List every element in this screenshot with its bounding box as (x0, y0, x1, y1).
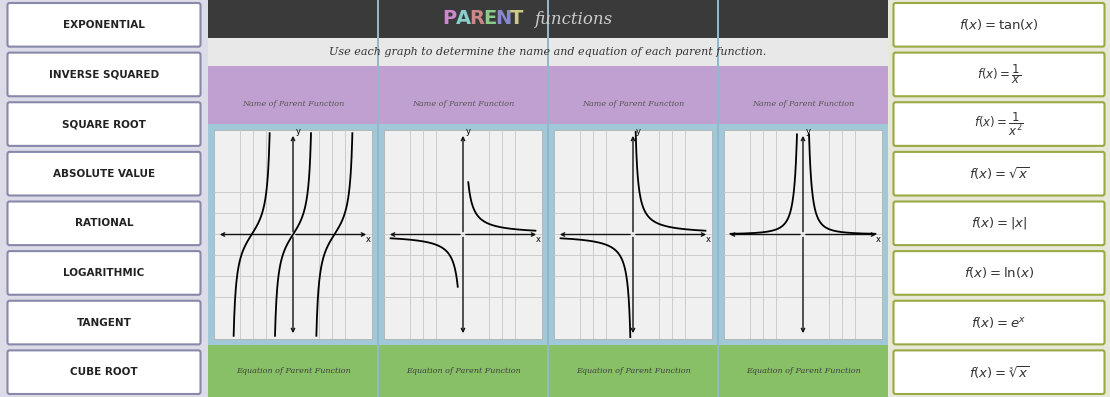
Bar (214, 150, 372, 151)
Text: LOGARITHMIC: LOGARITHMIC (63, 268, 144, 278)
Text: P: P (443, 10, 456, 29)
Text: Name of Parent Function: Name of Parent Function (412, 100, 514, 108)
Text: $f(x) = \sqrt[3]{x}$: $f(x) = \sqrt[3]{x}$ (969, 364, 1029, 381)
Text: y: y (296, 127, 301, 136)
Text: CUBE ROOT: CUBE ROOT (70, 367, 138, 377)
Bar (0, 0, 208, 397)
Text: x: x (706, 235, 710, 243)
Bar (377, 0, 379, 397)
Bar (724, 276, 882, 277)
Text: x: x (876, 235, 880, 243)
Bar (717, 0, 719, 397)
Text: N: N (495, 10, 512, 29)
Text: T: T (511, 10, 524, 29)
Text: INVERSE SQUARED: INVERSE SQUARED (49, 69, 159, 79)
Bar (554, 234, 712, 235)
Bar (214, 130, 372, 339)
FancyBboxPatch shape (8, 3, 201, 46)
Bar (724, 255, 882, 256)
Bar (384, 213, 542, 214)
Bar (384, 255, 542, 256)
FancyBboxPatch shape (894, 301, 1104, 344)
Bar (554, 276, 712, 277)
Text: Use each graph to determine the name and equation of each parent function.: Use each graph to determine the name and… (330, 47, 767, 57)
Bar (208, 345, 888, 397)
FancyBboxPatch shape (894, 202, 1104, 245)
Text: Equation of Parent Function: Equation of Parent Function (235, 367, 351, 375)
Bar (554, 130, 712, 339)
Text: RATIONAL: RATIONAL (74, 218, 133, 228)
FancyBboxPatch shape (894, 351, 1104, 394)
FancyBboxPatch shape (894, 3, 1104, 46)
Text: x: x (535, 235, 541, 243)
Text: ABSOLUTE VALUE: ABSOLUTE VALUE (53, 169, 155, 179)
Text: Name of Parent Function: Name of Parent Function (582, 100, 684, 108)
Bar (384, 130, 542, 339)
Text: SQUARE ROOT: SQUARE ROOT (62, 119, 145, 129)
Text: Equation of Parent Function: Equation of Parent Function (576, 367, 690, 375)
Bar (214, 255, 372, 256)
Bar (214, 276, 372, 277)
Bar (208, 66, 888, 124)
FancyBboxPatch shape (894, 53, 1104, 96)
FancyBboxPatch shape (8, 152, 201, 195)
FancyBboxPatch shape (894, 102, 1104, 146)
FancyBboxPatch shape (894, 152, 1104, 195)
FancyBboxPatch shape (8, 251, 201, 295)
Bar (384, 150, 542, 151)
Text: $f(x) = \sqrt{x}$: $f(x) = \sqrt{x}$ (969, 165, 1029, 182)
FancyBboxPatch shape (8, 102, 201, 146)
FancyBboxPatch shape (8, 301, 201, 344)
Bar (208, 0, 888, 38)
Text: $f(x) = |x|$: $f(x) = |x|$ (971, 215, 1027, 231)
Bar (724, 213, 882, 214)
Text: $f(x) = \ln(x)$: $f(x) = \ln(x)$ (963, 266, 1035, 280)
Text: y: y (636, 127, 640, 136)
Bar (214, 234, 372, 235)
Bar (214, 213, 372, 214)
Text: R: R (470, 10, 484, 29)
FancyBboxPatch shape (8, 53, 201, 96)
Bar (724, 234, 882, 235)
Bar (724, 150, 882, 151)
Text: Name of Parent Function: Name of Parent Function (751, 100, 854, 108)
Text: $f(x) = \dfrac{1}{x}$: $f(x) = \dfrac{1}{x}$ (977, 63, 1021, 86)
FancyBboxPatch shape (8, 202, 201, 245)
Text: y: y (466, 127, 471, 136)
Text: A: A (455, 10, 471, 29)
Text: x: x (365, 235, 371, 243)
FancyBboxPatch shape (8, 351, 201, 394)
Text: E: E (483, 10, 496, 29)
Bar (554, 255, 712, 256)
Bar (547, 0, 549, 397)
Text: y: y (806, 127, 811, 136)
Text: $f(x) = \tan(x)$: $f(x) = \tan(x)$ (959, 17, 1039, 32)
Text: $f(x) = e^x$: $f(x) = e^x$ (971, 315, 1027, 330)
Text: Name of Parent Function: Name of Parent Function (242, 100, 344, 108)
Bar (208, 38, 888, 66)
Text: functions: functions (535, 12, 613, 29)
Bar (384, 234, 542, 235)
Bar (554, 150, 712, 151)
Bar (888, 0, 1110, 397)
Bar (554, 213, 712, 214)
Bar (724, 130, 882, 339)
Text: TANGENT: TANGENT (77, 318, 131, 328)
Text: $f(x) = \dfrac{1}{x^2}$: $f(x) = \dfrac{1}{x^2}$ (975, 110, 1023, 138)
Text: Equation of Parent Function: Equation of Parent Function (405, 367, 521, 375)
Bar (384, 276, 542, 277)
Bar (208, 124, 888, 345)
Text: Equation of Parent Function: Equation of Parent Function (746, 367, 860, 375)
Text: EXPONENTIAL: EXPONENTIAL (63, 20, 145, 30)
FancyBboxPatch shape (894, 251, 1104, 295)
